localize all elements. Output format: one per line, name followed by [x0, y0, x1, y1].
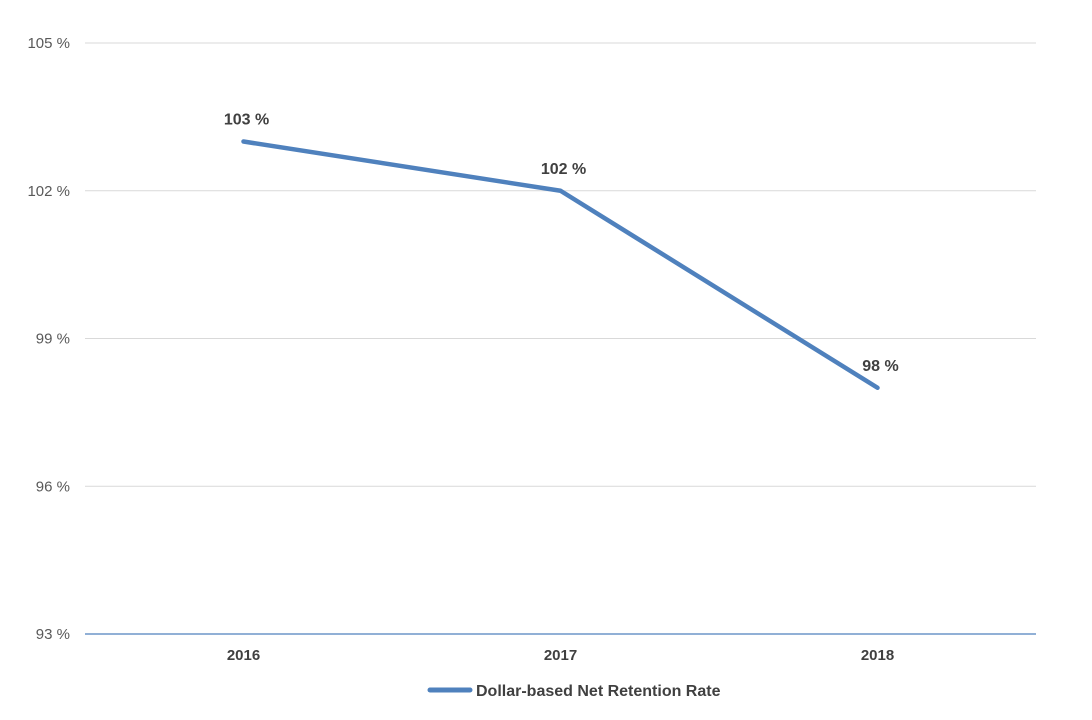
y-tick-label: 105 % — [27, 35, 70, 52]
series-lines — [241, 139, 880, 390]
y-tick-label: 99 % — [36, 331, 70, 348]
x-tick-label: 2016 — [227, 647, 260, 664]
x-axis: 2016 2017 2018 — [85, 633, 1036, 664]
legend-entry-label: Dollar-based Net Retention Rate — [476, 683, 721, 700]
y-axis: 93 % 96 % 99 % 102 % 105 % — [27, 35, 70, 643]
x-tick-label: 2018 — [861, 647, 894, 664]
legend: Dollar-based Net Retention Rate — [427, 683, 721, 700]
y-tick-label: 102 % — [27, 183, 70, 200]
data-labels: 103 % 102 % 98 % — [224, 112, 899, 375]
y-tick-label: 93 % — [36, 626, 70, 643]
data-label: 103 % — [224, 112, 269, 129]
series-line — [241, 139, 880, 390]
x-tick-label: 2017 — [544, 647, 577, 664]
data-label: 98 % — [862, 358, 898, 375]
y-tick-label: 96 % — [36, 478, 70, 495]
data-label: 102 % — [541, 161, 586, 178]
gridlines — [85, 42, 1036, 487]
